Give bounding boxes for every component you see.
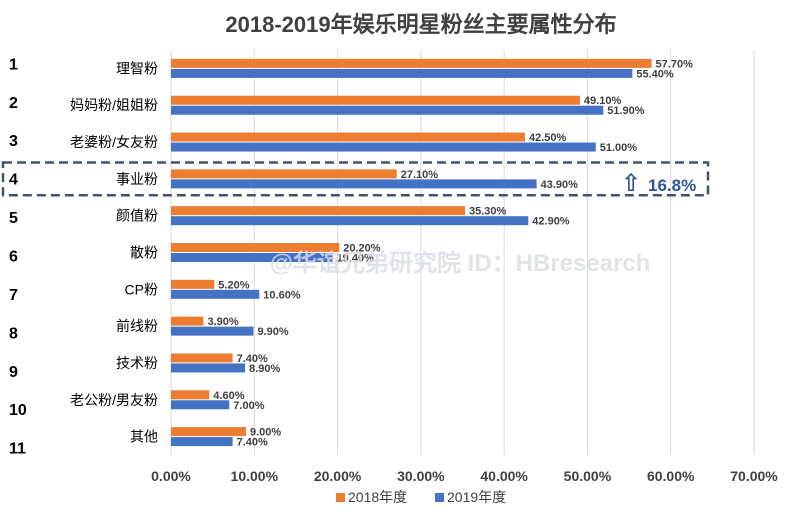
data-label-2019: 10.60% [263, 289, 301, 301]
bar-2019 [171, 363, 246, 373]
bars [171, 58, 652, 447]
data-label-2018: 20.20% [343, 243, 381, 255]
data-label-2018: 3.90% [207, 316, 238, 328]
data-label-2019: 8.90% [249, 363, 280, 375]
category-label: 其他 [130, 429, 158, 445]
up-arrow-icon: ⇧ [621, 170, 641, 197]
data-label-2019: 55.40% [636, 68, 674, 80]
x-tick-label: 50.00% [564, 468, 612, 484]
bar-2019 [171, 216, 529, 226]
legend: 2018年度 2019年度 [336, 489, 506, 505]
highlight-box [1, 161, 710, 197]
data-label-2018: 7.40% [237, 353, 268, 365]
category-label: 事业粉 [116, 171, 158, 187]
data-label-2019: 7.00% [233, 400, 264, 412]
growth-callout: ⇧ 16.8% [621, 170, 696, 197]
bar-2019 [171, 253, 333, 262]
rank-labels: 1 2 3 4 5 6 7 8 9 10 11 [9, 56, 27, 457]
data-label-2018: 4.60% [213, 390, 244, 402]
bar-2019 [171, 105, 604, 115]
chart-title: 2018-2019年娱乐明星粉丝主要属性分布 [225, 12, 616, 37]
watermark: @华谊兄弟研究院 ID：HBresearch [270, 249, 651, 277]
legend-label-2019: 2019年度 [447, 489, 506, 505]
bar-2019 [171, 400, 230, 410]
gridlines [170, 50, 755, 455]
rank-label: 9 [9, 364, 18, 381]
data-labels: 57.70%55.40% 49.10%51.90% 42.50% 51.00% 27.1… [207, 58, 693, 448]
rank-label: 6 [9, 249, 18, 266]
rank-label: 2 [9, 95, 18, 112]
x-axis-ticks: 0.00% 10.00% 20.00% 30.00% 40.00% 50.00% 60.00… [151, 468, 778, 484]
bar-2018 [171, 206, 465, 216]
bar-2018 [171, 427, 246, 437]
category-label: 技术粉 [116, 355, 158, 371]
rank-label: 4 [9, 172, 18, 189]
data-label-2018: 35.30% [469, 206, 507, 218]
category-label: 颜值粉 [116, 208, 158, 224]
data-label-2019: 7.40% [237, 437, 268, 449]
category-label: 前线粉 [116, 318, 158, 334]
bar-2018 [171, 169, 397, 179]
category-label: 理智粉 [116, 60, 158, 76]
legend-label-2018: 2018年度 [348, 489, 407, 505]
data-label-2018: 57.70% [656, 58, 694, 70]
data-label-2019: 19.40% [337, 253, 375, 265]
bar-2018 [171, 353, 233, 363]
data-label-2019: 51.00% [600, 142, 638, 154]
legend-swatch-2019 [435, 493, 444, 502]
bar-2018 [171, 58, 652, 68]
bar-2018 [171, 95, 580, 105]
data-label-2019: 9.90% [257, 326, 288, 338]
x-tick-label: 60.00% [647, 468, 695, 484]
bar-2018 [171, 279, 215, 289]
rank-label: 5 [9, 210, 18, 227]
bar-2019 [171, 179, 537, 189]
bar-2019 [171, 326, 254, 336]
x-tick-label: 20.00% [314, 468, 362, 484]
category-label: CP粉 [125, 281, 158, 297]
rank-label: 7 [9, 287, 18, 304]
rank-label: 8 [9, 325, 18, 342]
x-tick-label: 40.00% [480, 468, 528, 484]
x-tick-label: 0.00% [151, 468, 191, 484]
rank-label: 10 [9, 402, 27, 419]
x-tick-label: 10.00% [231, 468, 279, 484]
data-label-2018: 5.20% [218, 279, 249, 291]
data-label-2019: 43.90% [541, 179, 579, 191]
rank-label: 3 [9, 133, 18, 150]
bar-2019 [171, 289, 260, 299]
x-tick-label: 70.00% [730, 468, 778, 484]
data-label-2018: 9.00% [250, 427, 281, 439]
category-label: 散粉 [130, 245, 158, 261]
bar-2018 [171, 390, 210, 400]
bar-2018 [171, 132, 525, 142]
data-label-2019: 42.90% [532, 216, 570, 228]
bar-2018 [171, 243, 340, 252]
bar-2019 [171, 68, 633, 78]
bar-2018 [171, 316, 204, 326]
bar-2019 [171, 142, 596, 152]
bar-2019 [171, 437, 233, 447]
data-label-2018: 42.50% [529, 132, 567, 144]
x-tick-label: 30.00% [397, 468, 445, 484]
category-label: 妈妈粉/姐姐粉 [70, 97, 158, 113]
category-label: 老婆粉/女友粉 [70, 134, 158, 150]
rank-label: 1 [9, 56, 18, 73]
data-label-2018: 27.10% [401, 169, 439, 181]
rank-label: 11 [9, 441, 26, 458]
highlight-rect [1, 161, 710, 197]
data-label-2018: 49.10% [584, 95, 622, 107]
category-label: 老公粉/男友粉 [70, 392, 158, 408]
data-label-2019: 51.90% [607, 105, 645, 117]
growth-value: 16.8% [648, 176, 696, 195]
legend-swatch-2018 [336, 493, 345, 502]
